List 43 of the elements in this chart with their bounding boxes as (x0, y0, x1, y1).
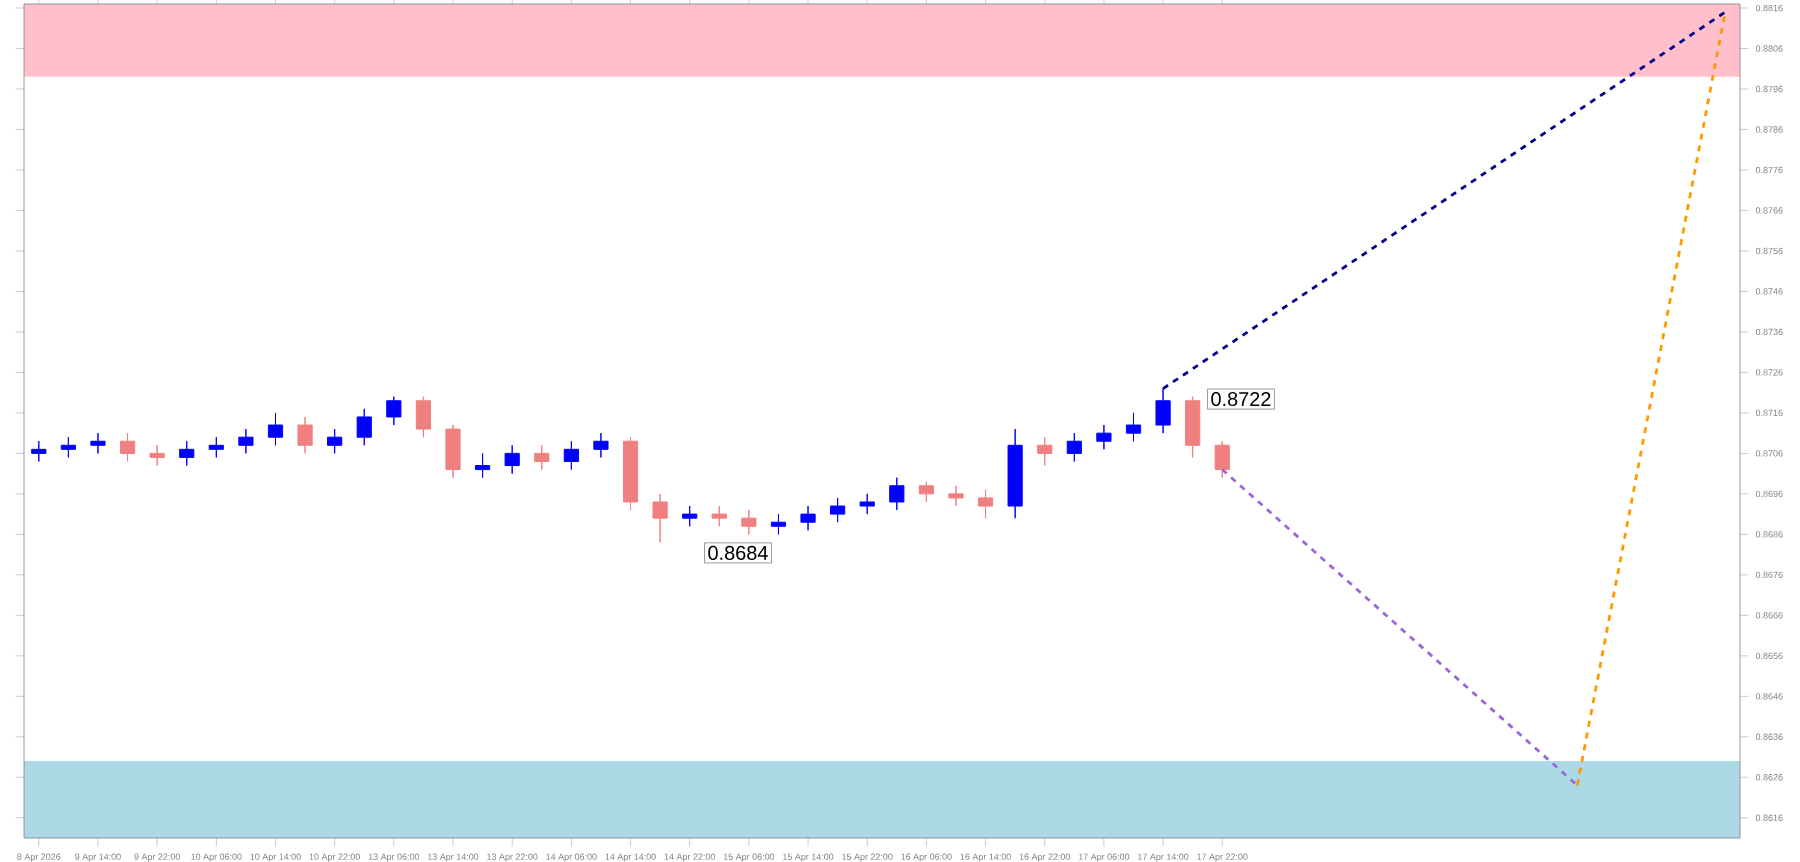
candlestick (119, 432, 136, 462)
candlestick (31, 440, 47, 462)
candlestick (1007, 428, 1023, 519)
candlestick (948, 485, 964, 507)
candlestick (563, 440, 579, 471)
candlestick (593, 432, 609, 458)
candlestick (1037, 436, 1053, 467)
candlestick (534, 444, 550, 471)
candlestick (770, 513, 787, 535)
candlestick (1096, 424, 1112, 450)
candlestick (297, 416, 313, 454)
candlestick (711, 505, 727, 527)
candlestick (90, 432, 106, 454)
candlestick (800, 505, 816, 531)
candlestick (445, 424, 461, 479)
candlestick (918, 481, 934, 503)
text: 0.8722 (1211, 392, 1271, 407)
candlestick (415, 396, 432, 438)
candlestick (652, 493, 668, 543)
candlestick (356, 408, 372, 446)
candlestick (149, 444, 165, 467)
candlestick (1066, 432, 1082, 462)
candlestick (238, 428, 254, 454)
candlestick (60, 436, 76, 458)
candlestick (504, 444, 520, 475)
text: 0.8684 (708, 545, 768, 560)
candlestick (267, 412, 284, 446)
candlestick (830, 497, 846, 523)
candlestick (327, 428, 343, 454)
candlestick (1185, 396, 1201, 458)
candlestick (1214, 440, 1230, 479)
candlestick (179, 440, 195, 467)
candlestick (208, 436, 224, 458)
candlestick (622, 436, 639, 511)
candlestick (977, 489, 994, 519)
candlestick (682, 505, 698, 527)
candlestick (1125, 412, 1142, 442)
candlestick (1155, 388, 1171, 434)
candlestick (859, 493, 875, 515)
candlestick (474, 452, 491, 479)
candlestick (386, 396, 402, 426)
candlestick (889, 477, 905, 511)
candlestick (741, 509, 757, 535)
